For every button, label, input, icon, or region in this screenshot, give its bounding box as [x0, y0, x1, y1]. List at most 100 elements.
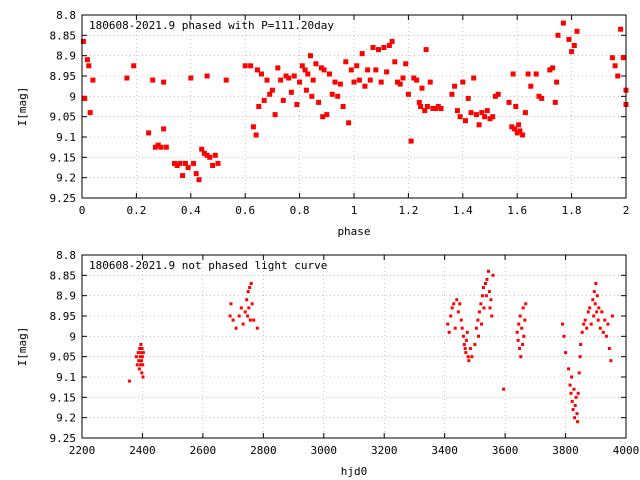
phased-data-point [299, 63, 305, 69]
phased-y-tick-label: 9.05 [50, 111, 77, 124]
phased-data-point [405, 91, 411, 97]
unphased-data-point [461, 334, 465, 338]
unphased-data-point [138, 347, 142, 350]
unphased-data-point [234, 326, 238, 330]
phased-y-tick-label: 9.1 [56, 131, 76, 144]
unphased-x-tick-label: 2600 [190, 444, 217, 457]
phased-data-point [272, 112, 278, 118]
unphased-data-point [248, 286, 252, 289]
phased-data-point [253, 132, 259, 138]
unphased-data-point [456, 310, 460, 314]
unphased-x-tick-label: 4000 [613, 444, 640, 457]
unphased-data-point [579, 343, 583, 346]
unphased-data-point [141, 351, 145, 355]
unphased-data-point [562, 334, 566, 338]
phased-data-point [155, 142, 161, 148]
phased-data-point [256, 104, 262, 109]
phased-data-point [484, 108, 490, 114]
unphased-data-point [488, 306, 492, 310]
unphased-data-point [592, 314, 596, 318]
unphased-data-point [246, 290, 250, 294]
phased-x-tick-label: 1.2 [398, 204, 418, 217]
phased-data-point [275, 65, 281, 71]
phased-data-point [297, 79, 303, 85]
phased-data-point [310, 77, 316, 83]
phased-data-point [204, 152, 210, 158]
phased-data-point [487, 116, 493, 122]
unphased-data-point [452, 302, 456, 306]
phased-data-point [248, 63, 254, 69]
phased-data-point [525, 71, 531, 77]
phased-data-point [424, 104, 430, 109]
phased-data-point [86, 63, 92, 69]
unphased-data-point [564, 351, 568, 355]
unphased-data-point [466, 355, 470, 359]
unphased-data-point [237, 314, 241, 318]
phased-data-point [522, 110, 528, 116]
unphased-data-point [245, 298, 249, 302]
unphased-data-point [574, 395, 578, 399]
phased-data-point [329, 91, 335, 97]
unphased-data-point [446, 322, 450, 326]
unphased-data-point [516, 338, 520, 342]
phased-data-point [414, 77, 420, 83]
phased-data-point [454, 108, 460, 114]
phased-y-tick-label: 8.95 [50, 70, 77, 83]
phased-data-point [303, 87, 309, 93]
unphased-data-point [606, 322, 610, 326]
phased-data-point [438, 106, 444, 111]
unphased-data-point [607, 347, 611, 350]
phased-data-point [381, 45, 387, 50]
unphased-plot-frame [81, 254, 627, 439]
phased-data-point [359, 51, 365, 57]
phased-data-point [615, 73, 621, 79]
phased-x-tick-label: 0.2 [126, 204, 146, 217]
unphased-grid [82, 255, 626, 438]
phased-data-point [416, 99, 422, 105]
unphased-data-point [582, 322, 586, 326]
phased-data-point [172, 160, 177, 166]
phased-data-point [471, 75, 477, 81]
unphased-x-tick-label: 2800 [250, 444, 277, 457]
phased-light-curve-panel: 0 0.2 0.4 0.6 0.8 1 1.2 1.4 1.6 1.8 2 8.8 8.85 8.9 8.9… [16, 9, 629, 238]
phased-data-point [427, 79, 433, 85]
phased-data-point [430, 106, 436, 111]
phased-data-point [124, 75, 130, 81]
unphased-data-point [139, 351, 143, 355]
unphased-data-point [250, 302, 254, 306]
unphased-data-point [580, 330, 584, 334]
phased-data-point [516, 122, 522, 128]
unphased-data-point [610, 314, 614, 318]
phased-data-point [514, 130, 520, 136]
unphased-data-point [520, 326, 524, 330]
unphased-x-tick-label: 3600 [492, 444, 519, 457]
unphased-data-point [588, 306, 592, 310]
unphased-data-point [594, 282, 598, 285]
unphased-y-tick-label: 8.9 [56, 290, 76, 303]
phased-data-point [280, 97, 286, 103]
phased-data-point [163, 144, 169, 150]
unphased-data-point [231, 318, 235, 322]
phased-x-tick-label: 0.6 [235, 204, 255, 217]
unphased-data-point [482, 306, 486, 310]
unphased-data-point [521, 343, 525, 346]
unphased-data-point [140, 371, 144, 375]
phased-data-point [180, 173, 186, 179]
phased-data-point [378, 79, 384, 85]
unphased-data-point [477, 310, 481, 314]
phased-x-tick-label: 1.6 [507, 204, 527, 217]
unphased-y-tick-label: 8.8 [56, 249, 76, 262]
unphased-data-point [586, 310, 590, 314]
phased-data-point [482, 114, 488, 120]
phased-data-point [193, 171, 199, 177]
phased-data-point [533, 71, 539, 77]
unphased-data-point [249, 282, 253, 285]
unphased-y-tick-label: 9.25 [50, 432, 77, 445]
phased-data-point [207, 154, 213, 160]
unphased-data-point [455, 298, 459, 302]
unphased-data-point [517, 322, 521, 326]
phased-data-point [400, 75, 406, 81]
phased-data-point [395, 79, 400, 85]
unphased-data-point [603, 318, 607, 322]
